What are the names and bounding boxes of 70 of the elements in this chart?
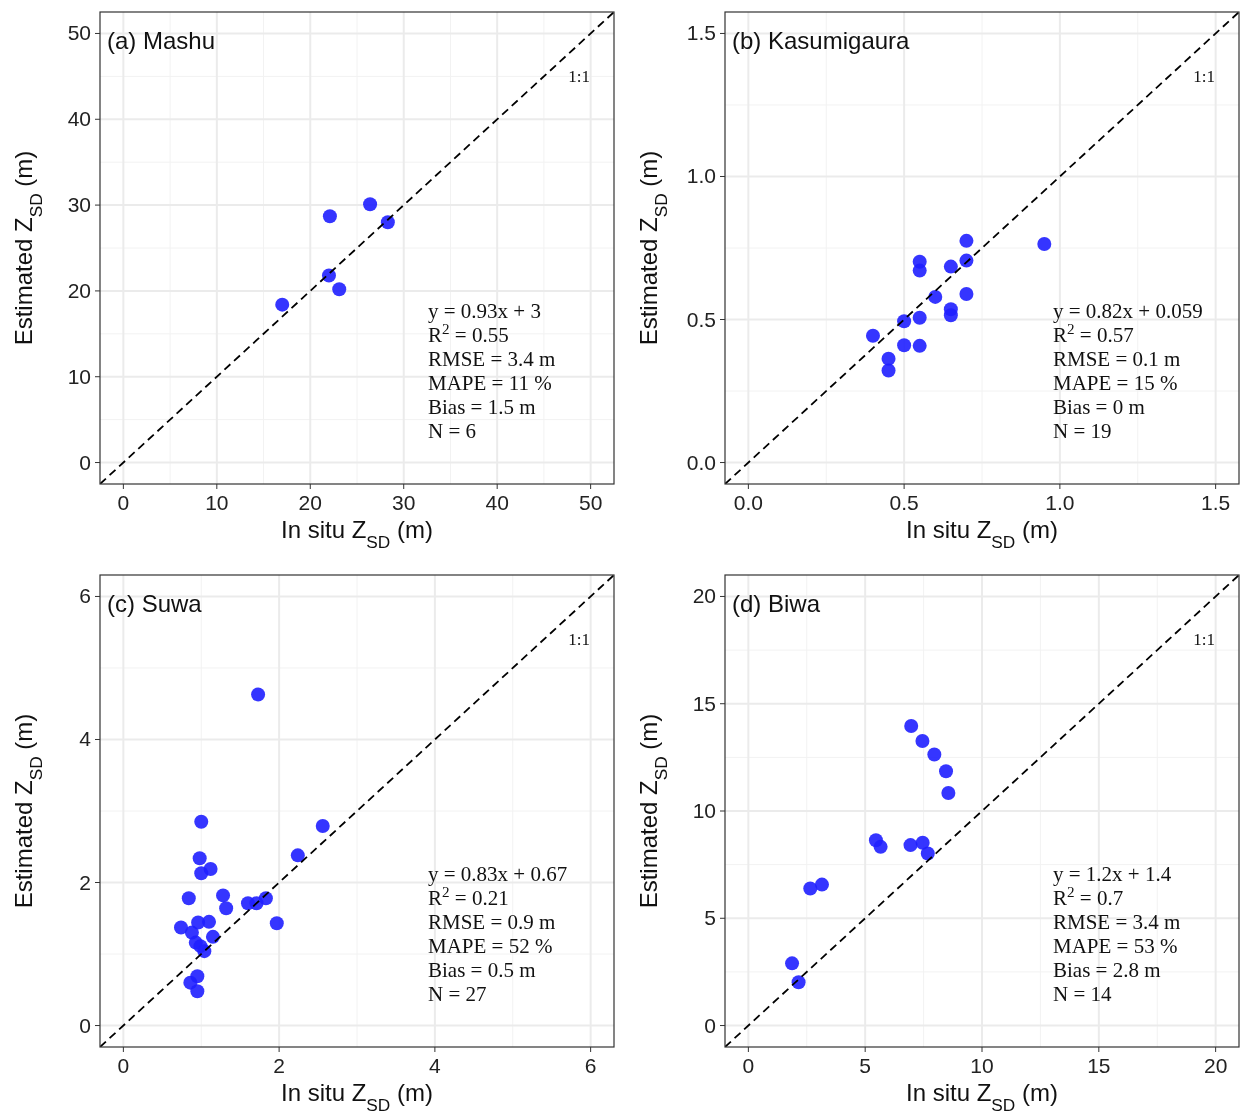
y-tick-label: 0 [79, 450, 91, 474]
text: (a) Mashu [107, 27, 216, 54]
annotation: RMSE = 0.9 m [428, 910, 556, 934]
y-tick-label: 30 [67, 193, 91, 217]
annotation: MAPE = 15 % [1053, 371, 1178, 395]
annotation: MAPE = 52 % [428, 934, 553, 958]
annotation: 1:1 [568, 630, 590, 649]
x-tick-label: 20 [298, 491, 322, 514]
y-tick-label: 0.5 [686, 307, 716, 331]
x-tick-label: 10 [205, 491, 229, 514]
x-tick-label: 15 [1087, 1054, 1111, 1077]
annotation: RMSE = 3.4 m [428, 347, 556, 371]
annotation: Bias = 1.5 m [428, 395, 536, 419]
x-axis-title: In situ Z$_{SD}$ (m) [905, 516, 1059, 552]
x-tick-label: 1.5 [1201, 491, 1231, 514]
x-tick-label: 30 [392, 491, 416, 514]
y-tick-label: 0.0 [686, 450, 716, 474]
text: (d) Biwa [732, 590, 821, 617]
annotation: y = 0.82x + 0.059 [1053, 299, 1203, 323]
y-tick-label: 15 [692, 691, 716, 715]
x-tick-label: 0 [742, 1054, 755, 1077]
y-tick-label: 1.5 [686, 21, 716, 45]
annotation: N = 6 [428, 419, 477, 443]
x-axis-title: In situ Z$_{SD}$ (m) [280, 516, 434, 552]
y-tick-label: 2 [79, 870, 91, 894]
x-axis-title: In situ Z$_{SD}$ (m) [905, 1079, 1059, 1111]
annotation: y = 0.93x + 3 [428, 299, 541, 323]
annotation: N = 27 [428, 982, 487, 1006]
x-tick-label: 0 [117, 1054, 130, 1077]
x-tick-label: 50 [578, 491, 603, 514]
y-tick-label: 1.0 [686, 164, 716, 188]
x-tick-label: 0.5 [889, 491, 919, 514]
y-tick-label: 50 [67, 21, 91, 45]
x-tick-label: 20 [1203, 1054, 1228, 1077]
x-tick-label: 0.0 [733, 491, 763, 514]
x-axis-title: In situ Z$_{SD}$ (m) [280, 1079, 434, 1111]
x-tick-label: 5 [859, 1054, 872, 1077]
annotation: RMSE = 0.1 m [1053, 347, 1181, 371]
x-tick-label: 6 [584, 1054, 597, 1077]
x-tick-label: 1.0 [1045, 491, 1075, 514]
annotation: Bias = 0 m [1053, 395, 1145, 419]
annotation: N = 14 [1053, 982, 1113, 1006]
y-tick-label: 20 [692, 584, 716, 608]
annotation: Bias = 2.8 m [1053, 958, 1161, 982]
annotation: y = 1.2x + 1.4 [1053, 862, 1172, 886]
x-tick-label: 4 [429, 1054, 442, 1077]
y-tick-label: 0 [79, 1013, 91, 1037]
annotation: y = 0.83x + 0.67 [428, 862, 568, 886]
y-tick-label: 10 [67, 364, 91, 388]
x-tick-label: 0 [117, 491, 130, 514]
x-tick-label: 2 [273, 1054, 285, 1077]
y-tick-label: 0 [704, 1013, 716, 1037]
annotation: RMSE = 3.4 m [1053, 910, 1181, 934]
y-tick-label: 4 [79, 727, 92, 751]
annotation: 1:1 [568, 67, 590, 86]
y-tick-label: 5 [704, 906, 716, 930]
annotation: 1:1 [1193, 630, 1215, 649]
text: (b) Kasumigaura [732, 27, 911, 54]
annotation: 1:1 [1193, 67, 1215, 86]
text: (c) Suwa [107, 590, 203, 617]
annotation: N = 19 [1053, 419, 1112, 443]
y-tick-label: 6 [79, 584, 91, 608]
annotation: Bias = 0.5 m [428, 958, 536, 982]
x-tick-label: 40 [485, 491, 509, 514]
annotation: MAPE = 11 % [428, 371, 552, 395]
y-tick-label: 20 [67, 278, 91, 302]
annotation: MAPE = 53 % [1053, 934, 1178, 958]
x-tick-label: 10 [970, 1054, 994, 1077]
y-tick-label: 10 [692, 799, 716, 822]
y-tick-label: 40 [67, 107, 91, 131]
